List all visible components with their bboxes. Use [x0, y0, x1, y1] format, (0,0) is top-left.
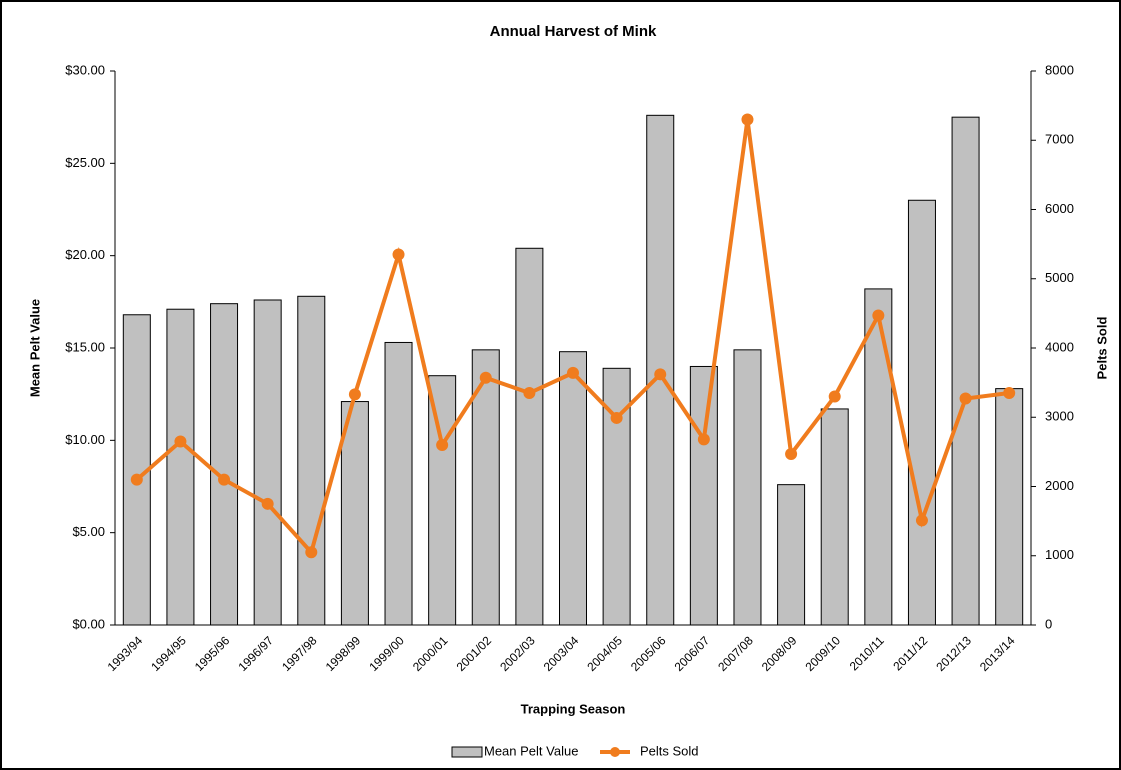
line-marker: [1003, 387, 1016, 400]
line-marker: [654, 368, 667, 381]
legend-swatch-marker: [610, 747, 620, 757]
y2-tick-label: 2000: [1045, 478, 1074, 493]
line-marker: [261, 497, 274, 510]
legend-swatch: [451, 746, 483, 758]
bar: [907, 199, 936, 626]
bar: [210, 303, 239, 626]
bar: [777, 484, 806, 626]
line-marker: [218, 473, 231, 486]
bar: [733, 349, 762, 626]
bar: [166, 308, 195, 626]
bar: [297, 295, 326, 626]
y2-tick-label: 7000: [1045, 132, 1074, 147]
line-marker: [959, 392, 972, 405]
y-tick-label: $20.00: [65, 247, 105, 262]
y2-tick-label: 4000: [1045, 339, 1074, 354]
y2-tick-label: 0: [1045, 616, 1052, 631]
y2-tick-label: 1000: [1045, 547, 1074, 562]
bar: [428, 375, 457, 626]
y2-tick-label: 6000: [1045, 201, 1074, 216]
x-axis-title: Trapping Season: [521, 701, 626, 716]
line-marker: [610, 411, 623, 424]
legend-label: Mean Pelt Value: [484, 743, 578, 758]
line-marker: [174, 435, 187, 448]
y2-tick-label: 5000: [1045, 270, 1074, 285]
bar: [340, 401, 369, 626]
y2-tick-label: 3000: [1045, 409, 1074, 424]
y-tick-label: $30.00: [65, 62, 105, 77]
line-marker: [305, 546, 318, 559]
line-marker: [523, 387, 536, 400]
y-tick-label: $15.00: [65, 339, 105, 354]
line-marker: [130, 473, 143, 486]
y-axis-title: Mean Pelt Value: [27, 299, 42, 397]
bar: [995, 388, 1024, 626]
line-marker: [915, 514, 928, 527]
bar: [253, 299, 282, 626]
line-marker: [479, 371, 492, 384]
bar: [864, 288, 893, 626]
y-tick-label: $10.00: [65, 432, 105, 447]
line-marker: [872, 309, 885, 322]
bar: [471, 349, 500, 626]
y-tick-label: $25.00: [65, 155, 105, 170]
line-marker: [828, 390, 841, 403]
line-marker: [785, 447, 798, 460]
y-tick-label: $5.00: [72, 524, 105, 539]
bar: [820, 408, 849, 626]
legend-label: Pelts Sold: [640, 743, 699, 758]
bar: [559, 351, 587, 626]
y-tick-label: $0.00: [72, 616, 105, 631]
line-marker: [567, 366, 579, 379]
chart-title: Annual Harvest of Mink: [490, 23, 657, 40]
line-marker: [436, 438, 449, 451]
bar: [515, 247, 544, 626]
bar: [689, 365, 718, 626]
y2-axis-title: Pelts Sold: [1094, 317, 1109, 380]
y2-tick-label: 8000: [1045, 62, 1074, 77]
line-marker: [741, 113, 754, 126]
bar: [951, 116, 980, 626]
line-marker: [697, 433, 710, 446]
line-marker: [392, 248, 405, 261]
bar: [384, 341, 413, 626]
line-marker: [348, 388, 361, 401]
